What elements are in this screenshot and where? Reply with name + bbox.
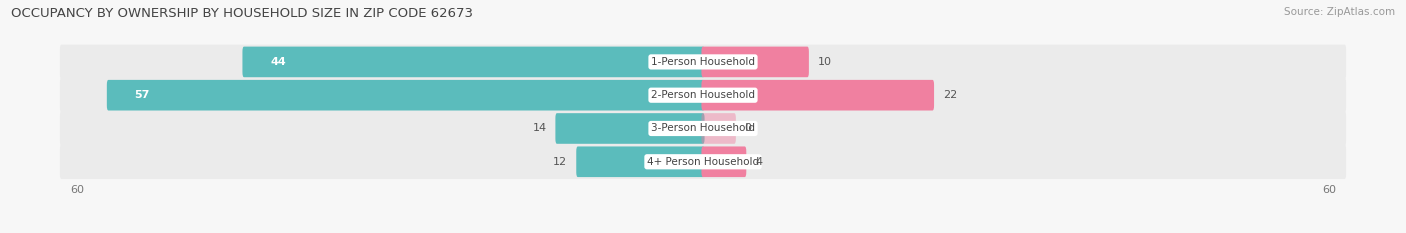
FancyBboxPatch shape [60,144,1346,179]
FancyBboxPatch shape [576,147,704,177]
Text: 4+ Person Household: 4+ Person Household [647,157,759,167]
FancyBboxPatch shape [60,45,1346,79]
FancyBboxPatch shape [555,113,704,144]
Text: 10: 10 [818,57,832,67]
FancyBboxPatch shape [702,47,808,77]
Text: 14: 14 [533,123,547,134]
Text: 4: 4 [755,157,762,167]
FancyBboxPatch shape [242,47,704,77]
Text: OCCUPANCY BY OWNERSHIP BY HOUSEHOLD SIZE IN ZIP CODE 62673: OCCUPANCY BY OWNERSHIP BY HOUSEHOLD SIZE… [11,7,474,20]
FancyBboxPatch shape [702,80,934,110]
Text: 3-Person Household: 3-Person Household [651,123,755,134]
FancyBboxPatch shape [60,111,1346,146]
FancyBboxPatch shape [702,147,747,177]
Legend: Owner-occupied, Renter-occupied: Owner-occupied, Renter-occupied [586,230,820,233]
Text: Source: ZipAtlas.com: Source: ZipAtlas.com [1284,7,1395,17]
Text: 2-Person Household: 2-Person Household [651,90,755,100]
Text: 0: 0 [745,123,752,134]
Text: 44: 44 [270,57,285,67]
Text: 22: 22 [943,90,957,100]
FancyBboxPatch shape [107,80,704,110]
Text: 1-Person Household: 1-Person Household [651,57,755,67]
Text: 12: 12 [554,157,568,167]
FancyBboxPatch shape [60,78,1346,113]
FancyBboxPatch shape [702,113,735,144]
Text: 57: 57 [135,90,150,100]
